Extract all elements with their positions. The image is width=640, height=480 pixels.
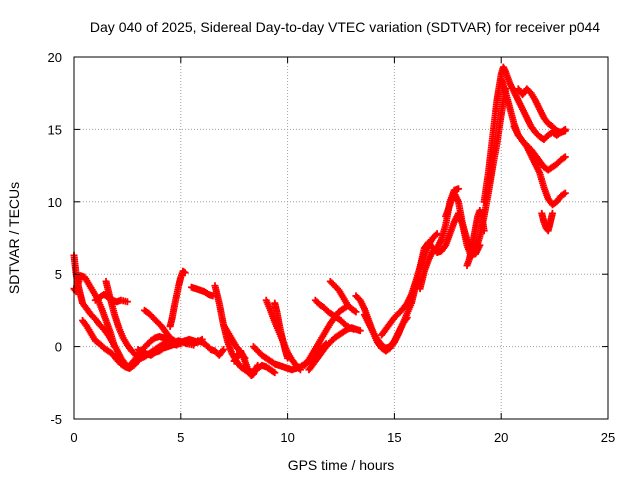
chart-title: Day 040 of 2025, Sidereal Day-to-day VTE…: [90, 19, 600, 35]
data-point: [356, 327, 364, 335]
y-tick-label: 10: [48, 195, 62, 210]
data-point: [561, 127, 569, 135]
data-point: [560, 190, 568, 198]
data-point: [548, 209, 556, 217]
data-point: [561, 153, 569, 161]
data-point: [169, 336, 177, 344]
data-point: [296, 366, 304, 374]
data-point: [177, 340, 185, 348]
data-point: [560, 154, 568, 162]
y-tick-label: -5: [50, 412, 62, 427]
series-sat-k: [187, 283, 217, 300]
data-point: [352, 308, 360, 316]
plot-frame: [73, 56, 609, 420]
x-axis-label: GPS time / hours: [288, 457, 395, 473]
data-point: [254, 361, 262, 369]
series-sat-z: [416, 185, 462, 293]
y-axis-label: SDTVAR / TECUs: [6, 182, 22, 294]
x-tick-label: 0: [70, 430, 77, 445]
series-sat-ab: [463, 206, 488, 270]
data-point: [181, 269, 189, 277]
y-tick-label: 20: [48, 50, 62, 65]
y-tick-label: 5: [55, 267, 62, 282]
series-sat-af: [514, 85, 569, 136]
data-points: [70, 63, 569, 380]
data-point: [123, 298, 131, 306]
data-point: [561, 189, 569, 197]
x-tick-label: 10: [280, 430, 294, 445]
series-sat-t: [305, 324, 364, 374]
data-point: [220, 345, 228, 353]
series-sat-c: [79, 317, 134, 372]
x-tick-label: 20: [494, 430, 508, 445]
data-point: [480, 227, 488, 235]
grid-lines: [74, 57, 608, 419]
x-tick-label: 15: [387, 430, 401, 445]
series-sat-w: [360, 311, 411, 352]
data-point: [271, 369, 279, 377]
data-point: [170, 337, 178, 345]
series-sat-h: [140, 306, 178, 345]
x-tick-label: 25: [601, 430, 615, 445]
y-tick-label: 15: [48, 122, 62, 137]
y-tick-label: 0: [55, 340, 62, 355]
x-tick-label: 5: [177, 430, 184, 445]
data-point: [284, 354, 292, 362]
series-sat-i: [166, 267, 189, 330]
data-point: [454, 185, 462, 193]
series-sat-j: [190, 337, 228, 359]
series-sat-ae: [510, 123, 569, 209]
series-sat-ac: [480, 63, 569, 206]
data-point: [403, 314, 411, 322]
series-sat-b: [70, 272, 119, 351]
series-sat-q: [271, 299, 292, 362]
series-sat-ag: [538, 209, 556, 235]
series-sat-n: [230, 347, 262, 380]
data-point: [351, 307, 359, 315]
series-sat-u: [326, 277, 360, 316]
data-point: [433, 230, 441, 238]
data-point: [111, 343, 119, 351]
axis-ticks: 0 5 10 15 20 25 -5 0 5 10 15 20: [48, 50, 616, 445]
data-point: [269, 368, 277, 376]
